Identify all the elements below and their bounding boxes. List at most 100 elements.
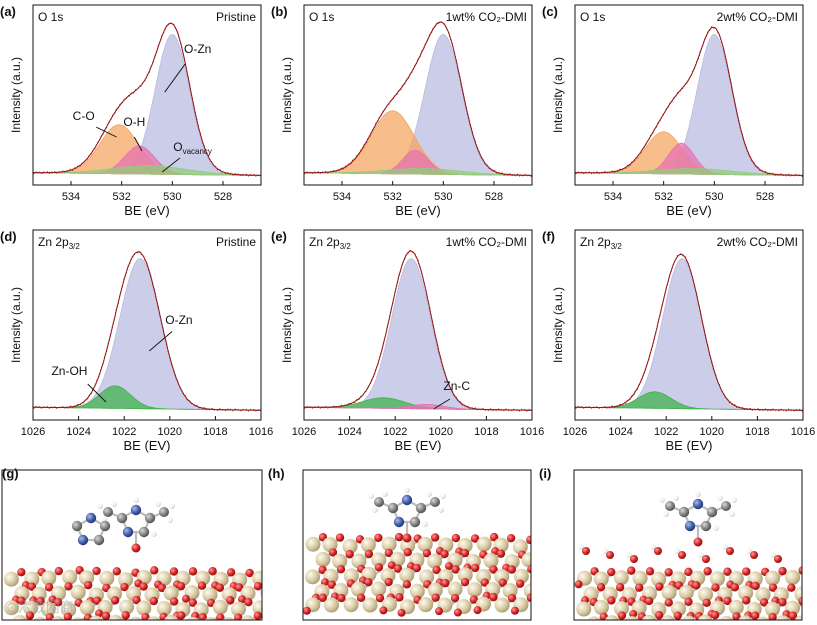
- bond: [550, 586, 560, 592]
- c-atom: [93, 534, 105, 546]
- zn-atom: [785, 569, 801, 585]
- zn-atom: [147, 616, 161, 620]
- component-ovacancy: [575, 168, 803, 176]
- x-tick-label: 534: [62, 191, 80, 203]
- plot-area: [304, 20, 532, 177]
- zn-atom: [728, 599, 744, 615]
- o-atom: [507, 593, 517, 603]
- zn-atom: [765, 570, 781, 586]
- zn-atom: [632, 570, 648, 586]
- o-atom: [169, 597, 179, 606]
- zn-atom: [697, 614, 713, 620]
- c-atom: [159, 507, 169, 517]
- o-atom: [131, 543, 141, 553]
- o-atom: [453, 608, 462, 617]
- sample-label: 2wt% CO₂-DMI: [717, 10, 798, 24]
- h-atom: [169, 503, 175, 509]
- n-atom: [77, 534, 89, 546]
- o-atom: [654, 611, 664, 620]
- o-atom: [645, 567, 655, 576]
- o-atom: [112, 567, 122, 576]
- o-atom: [356, 593, 366, 602]
- h-atom: [422, 521, 428, 527]
- sample-label: Pristine: [216, 10, 256, 24]
- bond: [558, 599, 568, 605]
- bond: [529, 558, 531, 562]
- fit-envelope-line: [304, 250, 532, 411]
- o-atom: [265, 567, 273, 575]
- zn-atom: [678, 584, 694, 600]
- n-atom: [122, 526, 134, 538]
- h-atom: [674, 548, 680, 554]
- x-tick-label: 528: [756, 191, 774, 203]
- annotation-zn-oh: Zn-OH: [51, 364, 87, 378]
- o-atom: [431, 593, 440, 602]
- o-atom: [337, 593, 346, 603]
- panel-label: (c): [542, 4, 558, 19]
- panel-title: O 1s: [580, 10, 605, 24]
- panel-title: O 1s: [309, 10, 334, 24]
- o-atom: [684, 597, 693, 606]
- o-atom: [702, 555, 710, 563]
- o-atom: [750, 551, 758, 559]
- structure-scene: [574, 491, 817, 620]
- o-atom: [176, 581, 186, 591]
- o-atom: [617, 611, 627, 620]
- zn-atom: [805, 600, 817, 615]
- zn-atom: [427, 582, 443, 598]
- annotation-arrow: [133, 136, 143, 152]
- component-ovacancy: [33, 165, 261, 176]
- o-atom: [726, 547, 734, 555]
- o-atom: [635, 583, 644, 592]
- fit-envelope-line: [304, 21, 532, 176]
- o-atom: [451, 565, 460, 574]
- zn-atom: [136, 600, 152, 616]
- o-atom: [644, 596, 654, 606]
- zn-atom: [661, 584, 677, 600]
- o-atom: [564, 534, 572, 542]
- o-atom: [139, 582, 148, 591]
- n-atom: [684, 520, 696, 532]
- plot-frame: [32, 4, 262, 186]
- o-atom: [549, 547, 557, 555]
- c-atom: [430, 497, 440, 507]
- o-atom: [120, 582, 129, 592]
- y-axis-label: Intensity (a.u.): [280, 287, 294, 363]
- o-atom: [374, 533, 383, 542]
- o-atom: [327, 580, 337, 589]
- o-atom: [245, 568, 254, 578]
- o-atom: [710, 610, 720, 620]
- zn-atom: [447, 581, 463, 597]
- bond: [568, 553, 578, 559]
- structure-panel-g: (g): [1, 466, 273, 621]
- zn-atom: [79, 600, 95, 616]
- o-atom: [412, 563, 421, 573]
- x-tick-label: 1016: [249, 426, 273, 438]
- o-atom: [469, 595, 479, 604]
- zn-atom: [417, 536, 433, 552]
- o-atom: [751, 611, 760, 620]
- zn-atom: [305, 536, 321, 552]
- bond: [560, 569, 570, 575]
- annotation-arrow: [87, 383, 107, 403]
- zn-atom: [534, 597, 549, 612]
- o-atom: [394, 532, 404, 542]
- x-tick-label: 1016: [520, 426, 544, 438]
- h-atom: [663, 511, 669, 517]
- o-atom: [253, 611, 262, 620]
- h-atom: [155, 501, 161, 507]
- annotation-o-zn: O-Zn: [184, 42, 211, 56]
- zn-atom: [457, 567, 473, 583]
- o-atom: [654, 547, 662, 555]
- zn-atom: [164, 614, 179, 620]
- o-atom: [95, 609, 104, 618]
- o-atom: [510, 606, 519, 615]
- zn-atom: [305, 569, 321, 585]
- zn-atom: [738, 585, 754, 601]
- o-atom: [384, 577, 393, 587]
- x-tick-label: 1016: [791, 426, 815, 438]
- o-atom: [149, 596, 159, 606]
- zn-atom: [476, 536, 492, 552]
- o-atom: [157, 583, 167, 593]
- h-atom: [698, 552, 704, 558]
